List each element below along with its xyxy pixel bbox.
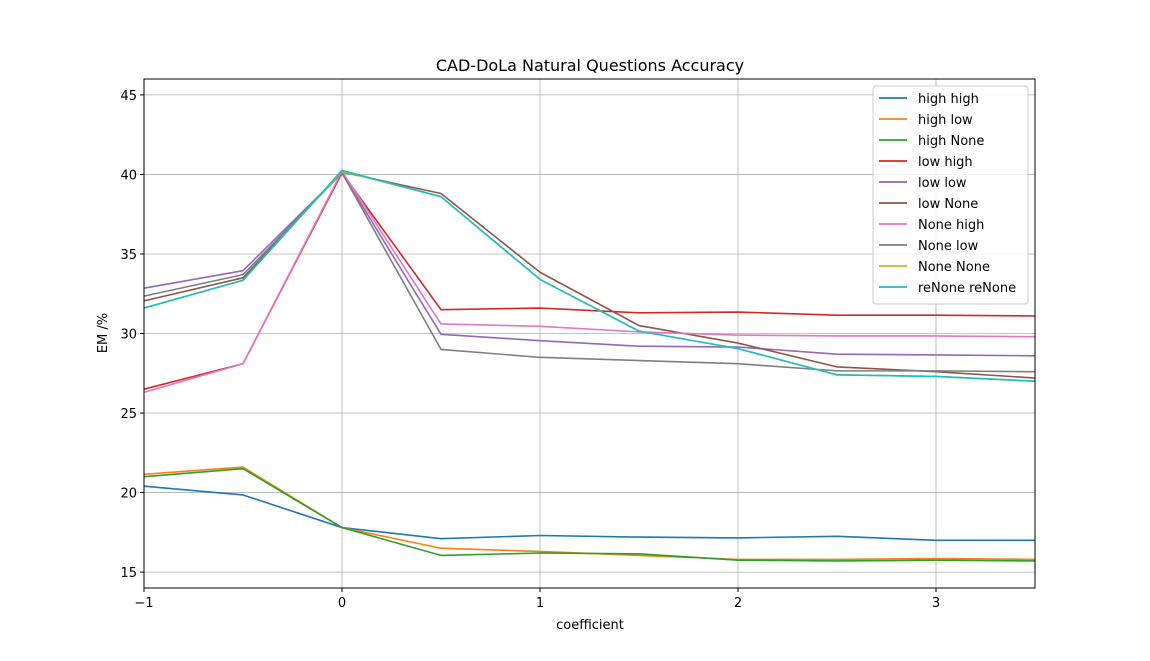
series-line-renone-renone (143, 169, 1036, 383)
legend-label: None None (918, 260, 990, 275)
legend-label: reNone reNone (918, 281, 1016, 296)
legend-label: high low (918, 113, 973, 128)
y-tick-label: 20 (120, 487, 137, 502)
x-tick-label: −1 (134, 596, 153, 611)
series-line-low-low (143, 172, 1036, 357)
series-line-none-high (143, 170, 1036, 394)
y-tick-label: 15 (120, 566, 137, 581)
x-tick-label: 2 (734, 596, 742, 611)
legend-label: None low (918, 239, 979, 254)
y-tick-label: 45 (120, 89, 137, 104)
y-tick-label: 25 (120, 407, 137, 422)
legend-label: low low (918, 176, 967, 191)
y-tick-label: 35 (120, 248, 137, 263)
y-axis-label: EM /% (96, 313, 111, 353)
legend-box (872, 85, 1029, 305)
x-tick-label: 1 (536, 596, 544, 611)
axis-ticks: −1 0 1 2 3 15 20 25 30 35 40 45 (120, 89, 940, 611)
series-lines (143, 169, 1036, 562)
chart-title: CAD-DoLa Natural Questions Accuracy (436, 56, 744, 75)
x-axis-label: coefficient (556, 618, 624, 633)
x-tick-label: 3 (932, 596, 940, 611)
legend-label: high high (918, 92, 979, 107)
series-line-high-low (143, 466, 1036, 561)
x-tick-label: 0 (338, 596, 346, 611)
series-line-none-low (143, 172, 1036, 373)
legend-label: None high (918, 218, 984, 233)
legend-label: low None (918, 197, 978, 212)
series-line-high-none (143, 467, 1036, 562)
y-tick-label: 30 (120, 328, 137, 343)
y-tick-label: 40 (120, 168, 137, 183)
legend-label: high None (918, 134, 984, 149)
legend-label: low high (918, 155, 973, 170)
legend: high high high low high None low high low lo… (872, 85, 1029, 305)
series-line-high-high (143, 485, 1035, 542)
